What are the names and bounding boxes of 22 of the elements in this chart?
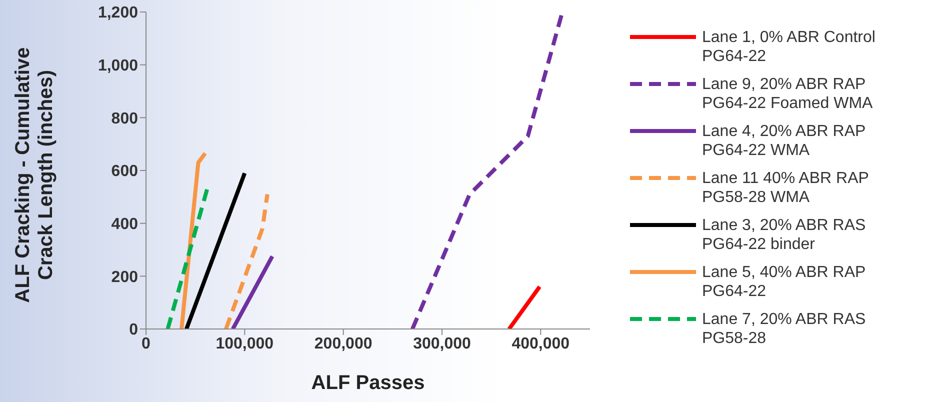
y-tick-label: 400 [111, 216, 138, 234]
legend-label: Lane 5, 40% ABR RAP PG64-22 [702, 263, 866, 301]
y-tick-label: 0 [129, 322, 138, 339]
y-tick-label: 1,000 [98, 58, 138, 75]
y-tick-label: 600 [111, 163, 138, 180]
legend-label: Lane 9, 20% ABR RAP PG64-22 Foamed WMA [702, 75, 874, 113]
x-tick-label: 0 [142, 335, 151, 352]
y-tick-label: 800 [111, 110, 138, 128]
line-series [410, 12, 564, 329]
x-axis-title: ALF Passes [311, 372, 425, 394]
legend-label: Lane 11 40% ABR RAP PG58-28 WMA [702, 169, 870, 207]
legend-label: Lane 1, 0% ABR Control PG64-22 [702, 28, 876, 66]
x-tick-label: 100,000 [216, 335, 274, 352]
y-axis-title: ALF Cracking - Cumulative Crack Length (inches) [12, 46, 58, 305]
legend-label: Lane 3, 20% ABR RAS PG64-22 binder [702, 216, 867, 254]
x-tick-label: 300,000 [413, 335, 472, 352]
x-tick-label: 200,000 [314, 335, 372, 352]
y-tick-label: 1,200 [98, 4, 138, 22]
y-tick-label: 200 [111, 268, 138, 286]
legend-label: Lane 4, 20% ABR RAP PG64-22 WMA [702, 122, 866, 160]
x-tick-label: 400,000 [512, 335, 570, 352]
legend-label: Lane 7, 20% ABR RAS PG58-28 [702, 310, 867, 348]
